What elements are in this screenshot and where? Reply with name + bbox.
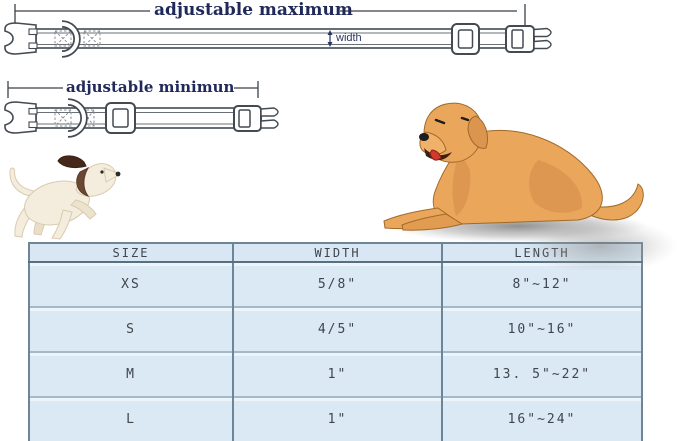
cell-size: L [28,396,234,441]
cell-width: 1" [232,351,443,397]
col-header-width: WIDTH [232,243,443,263]
small-dog-illustration [9,155,122,240]
cell-length: 16"~24" [441,396,643,441]
cell-size: S [28,306,234,352]
size-table-header-row: SIZE WIDTH LENGTH [28,243,643,263]
cell-width: 1" [232,396,443,441]
cell-width: 5/8" [232,262,443,307]
cell-length: 8"~12" [441,262,643,307]
table-row-s: S 4/5" 10"~16" [28,306,643,352]
size-table: SIZE WIDTH LENGTH XS 5/8" 8"~12" S 4/5" … [28,242,643,441]
col-header-size: SIZE [28,243,234,263]
width-label: width [336,32,362,44]
table-row-m: M 1" 13. 5"~22" [28,351,643,397]
adjustable-maximum-label: adjustable maximum [154,0,353,20]
table-row-l: L 1" 16"~24" [28,396,643,441]
table-row-xs: XS 5/8" 8"~12" [28,262,643,307]
cell-length: 10"~16" [441,306,643,352]
cell-size: XS [28,262,234,307]
adjustable-minimum-label: adjustable minimun [66,78,235,96]
cell-size: M [28,351,234,397]
cell-width: 4/5" [232,306,443,352]
col-header-length: LENGTH [441,243,643,263]
cell-length: 13. 5"~22" [441,351,643,397]
